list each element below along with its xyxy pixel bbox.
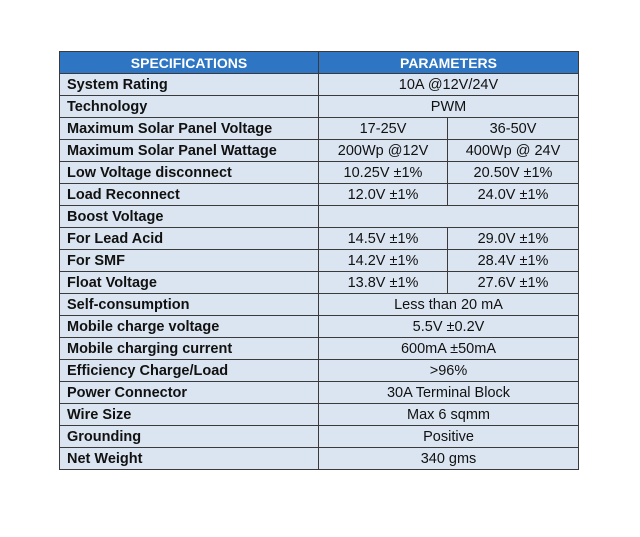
table-row: Mobile charging current 600mA ±50mA	[59, 337, 579, 360]
row-value-24v: 36-50V	[447, 117, 579, 140]
row-value: PWM	[318, 95, 579, 118]
row-label: System Rating	[59, 73, 319, 96]
row-label: Load Reconnect	[59, 183, 319, 206]
table-row: Power Connector 30A Terminal Block	[59, 381, 579, 404]
row-label: Self-consumption	[59, 293, 319, 316]
row-value-24v: 400Wp @ 24V	[447, 139, 579, 162]
row-label: Mobile charge voltage	[59, 315, 319, 338]
row-value-24v: 24.0V ±1%	[447, 183, 579, 206]
table-row: Efficiency Charge/Load >96%	[59, 359, 579, 382]
row-label: Net Weight	[59, 447, 319, 470]
table-row: Technology PWM	[59, 95, 579, 118]
row-label: Grounding	[59, 425, 319, 448]
specifications-table: SPECIFICATIONS PARAMETERS System Rating …	[59, 51, 579, 470]
table-row: Self-consumption Less than 20 mA	[59, 293, 579, 316]
table-header-row: SPECIFICATIONS PARAMETERS	[59, 51, 579, 74]
table-row: Low Voltage disconnect 10.25V ±1% 20.50V…	[59, 161, 579, 184]
row-value: Positive	[318, 425, 579, 448]
header-specifications: SPECIFICATIONS	[59, 51, 319, 74]
header-parameters: PARAMETERS	[318, 51, 579, 74]
row-label: Technology	[59, 95, 319, 118]
row-value-12v: 13.8V ±1%	[318, 271, 448, 294]
table-row: Wire Size Max 6 sqmm	[59, 403, 579, 426]
row-value-12v: 17-25V	[318, 117, 448, 140]
table-row: Float Voltage 13.8V ±1% 27.6V ±1%	[59, 271, 579, 294]
row-value: >96%	[318, 359, 579, 382]
row-label: Efficiency Charge/Load	[59, 359, 319, 382]
row-value-12v: 14.5V ±1%	[318, 227, 448, 250]
row-label: Float Voltage	[59, 271, 319, 294]
row-value: Less than 20 mA	[318, 293, 579, 316]
row-label: Boost Voltage	[59, 205, 319, 228]
row-label: Mobile charging current	[59, 337, 319, 360]
table-row: Mobile charge voltage 5.5V ±0.2V	[59, 315, 579, 338]
row-value-12v: 10.25V ±1%	[318, 161, 448, 184]
row-value-12v: 14.2V ±1%	[318, 249, 448, 272]
table-row: For Lead Acid 14.5V ±1% 29.0V ±1%	[59, 227, 579, 250]
row-value: 10A @12V/24V	[318, 73, 579, 96]
row-value	[318, 205, 579, 228]
row-value-24v: 28.4V ±1%	[447, 249, 579, 272]
table-row: Grounding Positive	[59, 425, 579, 448]
row-label: For Lead Acid	[59, 227, 319, 250]
row-value: 600mA ±50mA	[318, 337, 579, 360]
row-label: Low Voltage disconnect	[59, 161, 319, 184]
table-row: For SMF 14.2V ±1% 28.4V ±1%	[59, 249, 579, 272]
row-value-12v: 12.0V ±1%	[318, 183, 448, 206]
table-row: Net Weight 340 gms	[59, 447, 579, 470]
table-row: Boost Voltage	[59, 205, 579, 228]
table-row: System Rating 10A @12V/24V	[59, 73, 579, 96]
row-label: Maximum Solar Panel Wattage	[59, 139, 319, 162]
row-label: Maximum Solar Panel Voltage	[59, 117, 319, 140]
row-value: 5.5V ±0.2V	[318, 315, 579, 338]
table-row: Load Reconnect 12.0V ±1% 24.0V ±1%	[59, 183, 579, 206]
row-value-24v: 20.50V ±1%	[447, 161, 579, 184]
row-value: Max 6 sqmm	[318, 403, 579, 426]
table-row: Maximum Solar Panel Wattage 200Wp @12V 4…	[59, 139, 579, 162]
row-value-24v: 27.6V ±1%	[447, 271, 579, 294]
table-row: Maximum Solar Panel Voltage 17-25V 36-50…	[59, 117, 579, 140]
row-value: 340 gms	[318, 447, 579, 470]
row-value-12v: 200Wp @12V	[318, 139, 448, 162]
row-label: Wire Size	[59, 403, 319, 426]
row-value: 30A Terminal Block	[318, 381, 579, 404]
row-label: For SMF	[59, 249, 319, 272]
row-value-24v: 29.0V ±1%	[447, 227, 579, 250]
row-label: Power Connector	[59, 381, 319, 404]
